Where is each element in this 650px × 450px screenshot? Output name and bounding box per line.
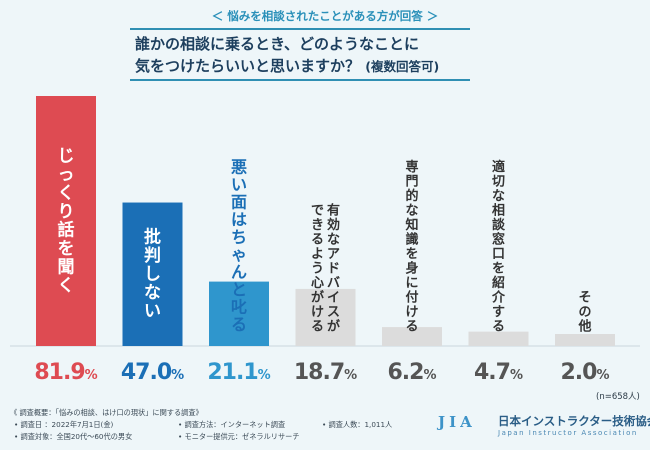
jia-logo: JIA 日本インストラクター技術協会 Japan Instructor Asso… xyxy=(438,413,650,443)
bar-7 xyxy=(555,334,615,346)
value-label-5: 6.2% xyxy=(387,360,436,385)
chart-title: 誰かの相談に乗るとき、どのようなことに 気をつけたらいいと思いますか？ (複数回… xyxy=(135,33,475,78)
category-label-6: 適切な相談窓口を紹介する xyxy=(491,159,506,334)
bar-3 xyxy=(209,281,269,346)
value-label-1: 81.9% xyxy=(34,360,97,385)
value-label-6: 4.7% xyxy=(474,360,523,385)
bar-1 xyxy=(36,96,96,346)
value-label-3: 21.1% xyxy=(207,360,270,385)
sample-size: (n=658人) xyxy=(596,392,640,402)
logo-english: Japan Instructor Association xyxy=(498,429,638,437)
value-label-7: 2.0% xyxy=(560,360,609,385)
category-label-7: その他 xyxy=(577,291,591,335)
title-line-2: 気をつけたらいいと思いますか？ (複数回答可) xyxy=(135,55,475,78)
bar-4 xyxy=(295,288,356,346)
bar-chart: じっくり話を聞く 81.9% 批判しない 47.0% 悪い面はちゃんと叱る 21.1% 有効… xyxy=(10,96,640,385)
bar-2 xyxy=(122,202,183,346)
value-label-4: 18.7% xyxy=(294,360,357,385)
title-note: (複数回答可) xyxy=(365,59,440,74)
survey-provider: • モニター提供元：ゼネラルリサーチ xyxy=(178,432,300,441)
bar-6 xyxy=(468,331,529,346)
value-label-2: 47.0% xyxy=(121,360,184,385)
logo-mark: JIA xyxy=(438,413,476,431)
category-label-2: 批判しない xyxy=(144,226,161,321)
survey-method: • 調査方法：インターネット調査 xyxy=(178,420,286,429)
category-label-4-2: できるよう心がける xyxy=(311,204,324,335)
bar-5 xyxy=(382,327,442,346)
category-label-4-1: 有効なアドバイスが xyxy=(327,203,340,335)
category-label-3: 悪い面はちゃんと叱る xyxy=(231,158,247,335)
title-rule-top xyxy=(130,28,470,30)
category-label-1: じっくり話を聞く xyxy=(58,146,75,296)
survey-count: • 調査人数：1,011人 xyxy=(322,420,393,429)
survey-overview: 《 調査概要：「悩みの相談、はけ口の現状」に関する調査》 • 調査日 ：2022… xyxy=(10,407,430,443)
chart-subtitle: ＜ 悩みを相談されたことがある方が回答 ＞ xyxy=(211,9,439,23)
survey-heading: 《 調査概要：「悩みの相談、はけ口の現状」に関する調査》 xyxy=(10,408,203,417)
logo-name: 日本インストラクター技術協会 xyxy=(498,414,650,428)
title-line-2-text: 気をつけたらいいと思いますか？ xyxy=(135,57,361,75)
survey-period: • 調査日 ：2022年7月1日(金) xyxy=(14,420,114,429)
title-line-1: 誰かの相談に乗るとき、どのようなことに xyxy=(135,35,419,53)
category-label-5: 専門的な知識を身に付ける xyxy=(405,159,418,334)
survey-target: • 調査対象：全国20代〜60代の男女 xyxy=(14,432,133,441)
title-rule-bottom xyxy=(130,79,470,81)
